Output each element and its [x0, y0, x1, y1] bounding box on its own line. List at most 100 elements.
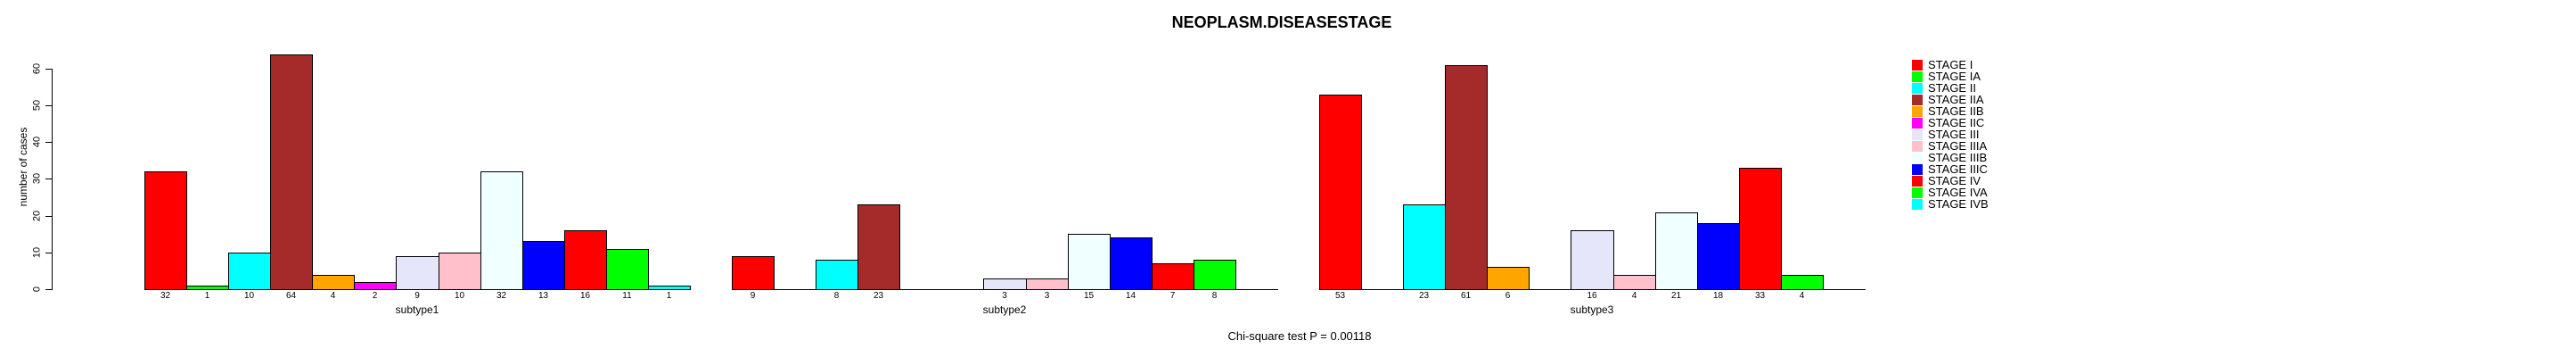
bar [312, 275, 355, 290]
bar-value-label: 4 [1799, 291, 1805, 301]
legend-swatch [1912, 175, 1923, 187]
legend-swatch [1912, 140, 1923, 152]
bar-value-label: 18 [1712, 291, 1724, 301]
legend-swatch [1912, 59, 1923, 71]
bar [522, 241, 565, 290]
y-axis-line [52, 69, 53, 290]
legend-swatch [1912, 105, 1923, 117]
legend-item: STAGE IIB [1912, 105, 1989, 117]
bar [857, 204, 900, 290]
bar [564, 230, 607, 290]
legend-item: STAGE IIC [1912, 117, 1989, 129]
legend-label: STAGE IIIB [1928, 151, 1988, 164]
legend-item: STAGE IIIB [1912, 152, 1989, 163]
y-tick-label: 20 [31, 210, 43, 222]
legend-item: STAGE III [1912, 129, 1989, 140]
bar [439, 253, 481, 290]
legend-item: STAGE I [1912, 59, 1989, 71]
y-tick-label: 40 [31, 136, 43, 148]
legend-label: STAGE IIIA [1928, 139, 1988, 153]
bar-value-label: 23 [1418, 291, 1430, 301]
bar-value-label: 32 [160, 291, 171, 301]
legend-item: STAGE IV [1912, 175, 1989, 187]
bar [1655, 212, 1698, 290]
bar [1110, 237, 1153, 290]
bar-value-label: 16 [579, 291, 591, 301]
chart-title: NEOPLASM.DISEASESTAGE [1171, 13, 1392, 31]
bar [732, 256, 775, 290]
bar-value-label: 8 [833, 291, 840, 301]
bar-value-label: 6 [1505, 291, 1511, 301]
legend-label: STAGE IV [1928, 174, 1981, 187]
legend-label: STAGE IIB [1928, 104, 1984, 118]
legend-item: STAGE IIIC [1912, 163, 1989, 175]
bar-value-label: 2 [372, 291, 378, 301]
legend-label: STAGE II [1928, 81, 1976, 95]
bar-value-label: 16 [1587, 291, 1597, 301]
bar-value-label: 21 [1670, 291, 1682, 301]
bar [228, 253, 271, 290]
bar-value-label: 7 [1169, 291, 1176, 301]
y-tick-label: 30 [31, 172, 43, 185]
legend-item: STAGE IIIA [1912, 140, 1989, 152]
bar [396, 256, 439, 290]
bar [1613, 275, 1656, 290]
bar [816, 260, 858, 290]
legend-item: STAGE IA [1912, 71, 1989, 82]
bar-value-label: 14 [1125, 291, 1136, 301]
legend-swatch [1912, 94, 1923, 105]
chi-square-caption: Chi-square test P = 0.00118 [1227, 329, 1372, 343]
legend-swatch [1912, 163, 1923, 175]
bar [1403, 204, 1446, 290]
bar-value-label: 1 [204, 291, 210, 301]
y-axis-label: number of cases [17, 127, 29, 207]
bar [186, 286, 229, 290]
legend-item: STAGE IVA [1912, 187, 1989, 198]
legend-label: STAGE IA [1928, 70, 1981, 83]
bar-value-label: 11 [622, 291, 632, 301]
bar [1445, 65, 1488, 290]
legend-swatch [1912, 117, 1923, 129]
bar [1194, 260, 1236, 290]
y-tick [45, 216, 52, 217]
legend-item: STAGE IVB [1912, 198, 1989, 210]
bar-value-label: 33 [1754, 291, 1766, 301]
bar-value-label: 10 [243, 291, 255, 301]
bar-value-label: 3 [1044, 291, 1050, 301]
bar-value-label: 32 [496, 291, 507, 301]
bar-value-label: 64 [285, 291, 297, 301]
bar [270, 54, 313, 290]
y-tick-label: 50 [31, 99, 43, 112]
legend-label: STAGE IVA [1928, 186, 1988, 199]
legend-label: STAGE IIA [1928, 93, 1984, 106]
bar-value-label: 9 [750, 291, 756, 301]
legend-swatch [1912, 71, 1923, 82]
bar-value-label: 9 [414, 291, 420, 301]
group-label: subtype1 [395, 303, 439, 316]
y-tick-label: 10 [31, 246, 43, 259]
bar-value-label: 8 [1211, 291, 1218, 301]
group-label: subtype3 [1570, 303, 1614, 316]
legend-label: STAGE IIIC [1928, 162, 1988, 176]
bar-value-label: 53 [1334, 291, 1346, 301]
legend-swatch [1912, 152, 1923, 163]
bar [1026, 278, 1069, 290]
bar [648, 286, 691, 290]
bar [1781, 275, 1824, 290]
bar [1487, 267, 1530, 290]
legend-label: STAGE I [1928, 58, 1973, 71]
y-tick [45, 289, 52, 290]
bar [144, 171, 187, 290]
y-tick-label: 60 [31, 62, 43, 75]
legend-item: STAGE IIA [1912, 94, 1989, 105]
legend-swatch [1912, 82, 1923, 94]
bar [1152, 263, 1194, 290]
bar [480, 171, 523, 290]
bar-value-label: 4 [330, 291, 336, 301]
legend-item: STAGE II [1912, 82, 1989, 94]
bar-value-label: 15 [1083, 291, 1095, 301]
bar-value-label: 4 [1631, 291, 1637, 301]
bar-value-label: 1 [666, 291, 672, 301]
bar [1068, 234, 1111, 290]
